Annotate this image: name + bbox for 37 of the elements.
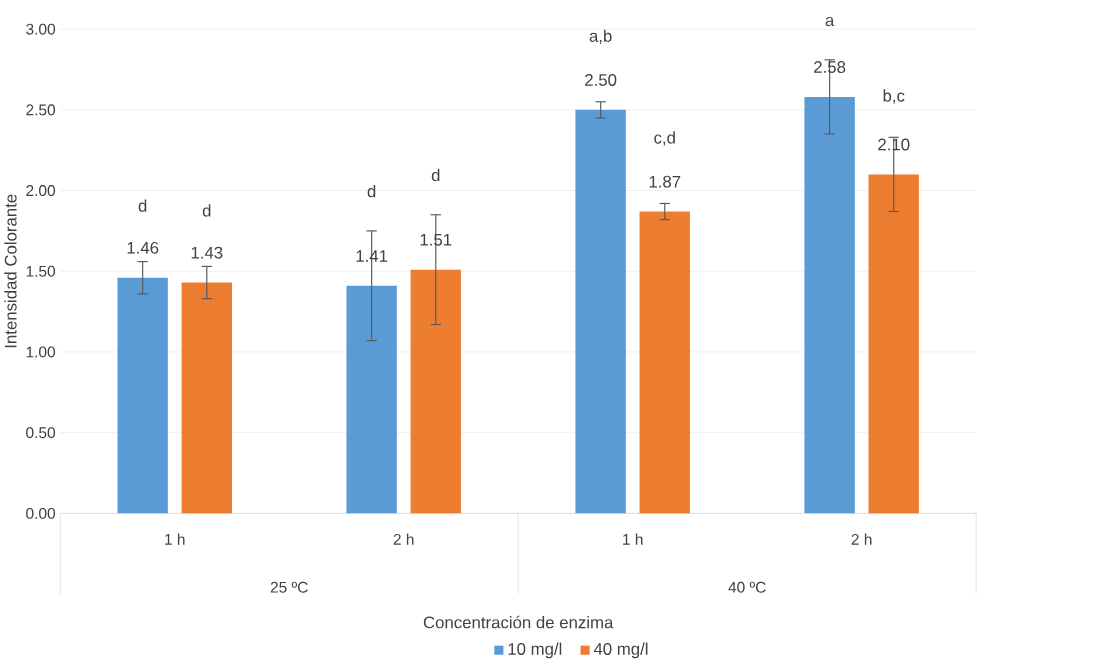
data-label: 1.46 (127, 241, 159, 254)
x-tick-label: 2 h (851, 533, 872, 545)
data-label: 1.43 (191, 246, 223, 259)
y-axis-title: Intensidad Colorante (4, 194, 17, 348)
x-tick-label: 2 h (393, 533, 414, 545)
x-tick-label: 1 h (623, 533, 643, 545)
annotation: b,c (883, 89, 905, 104)
legend-label: 10 mg/l (508, 642, 562, 659)
legend-label: 40 mg/l (593, 642, 648, 659)
y-tick-label: 0.00 (26, 507, 56, 519)
bar (410, 269, 461, 514)
bar (575, 109, 626, 514)
bar (346, 285, 397, 514)
y-tick-label: 2.50 (26, 104, 56, 116)
data-label: 1.87 (649, 175, 681, 188)
annotation: d (431, 168, 440, 182)
text: 25 ºC (270, 581, 308, 593)
y-tick-label: 3.00 (26, 23, 56, 35)
annotation: a,b (589, 29, 612, 44)
annotation: d (367, 184, 376, 198)
text: a (825, 17, 835, 27)
bar (117, 277, 168, 514)
bar (804, 96, 855, 514)
bar (639, 211, 690, 514)
x-tick-label: 1 h (165, 533, 185, 545)
y-tick-label: 1.00 (26, 346, 56, 358)
x-axis-title: Concentración de enzima (423, 615, 614, 629)
annotation: d (138, 199, 147, 212)
annotation: c,d (654, 131, 675, 146)
annotation: d (202, 204, 211, 217)
text: 40 ºC (728, 581, 766, 593)
y-tick-label: 1.50 (26, 265, 56, 277)
bar (181, 282, 232, 514)
bar (868, 174, 919, 514)
data-label: 2.50 (585, 74, 617, 86)
y-tick-label: 0.50 (26, 427, 56, 439)
y-tick-label: 2.00 (26, 185, 56, 197)
